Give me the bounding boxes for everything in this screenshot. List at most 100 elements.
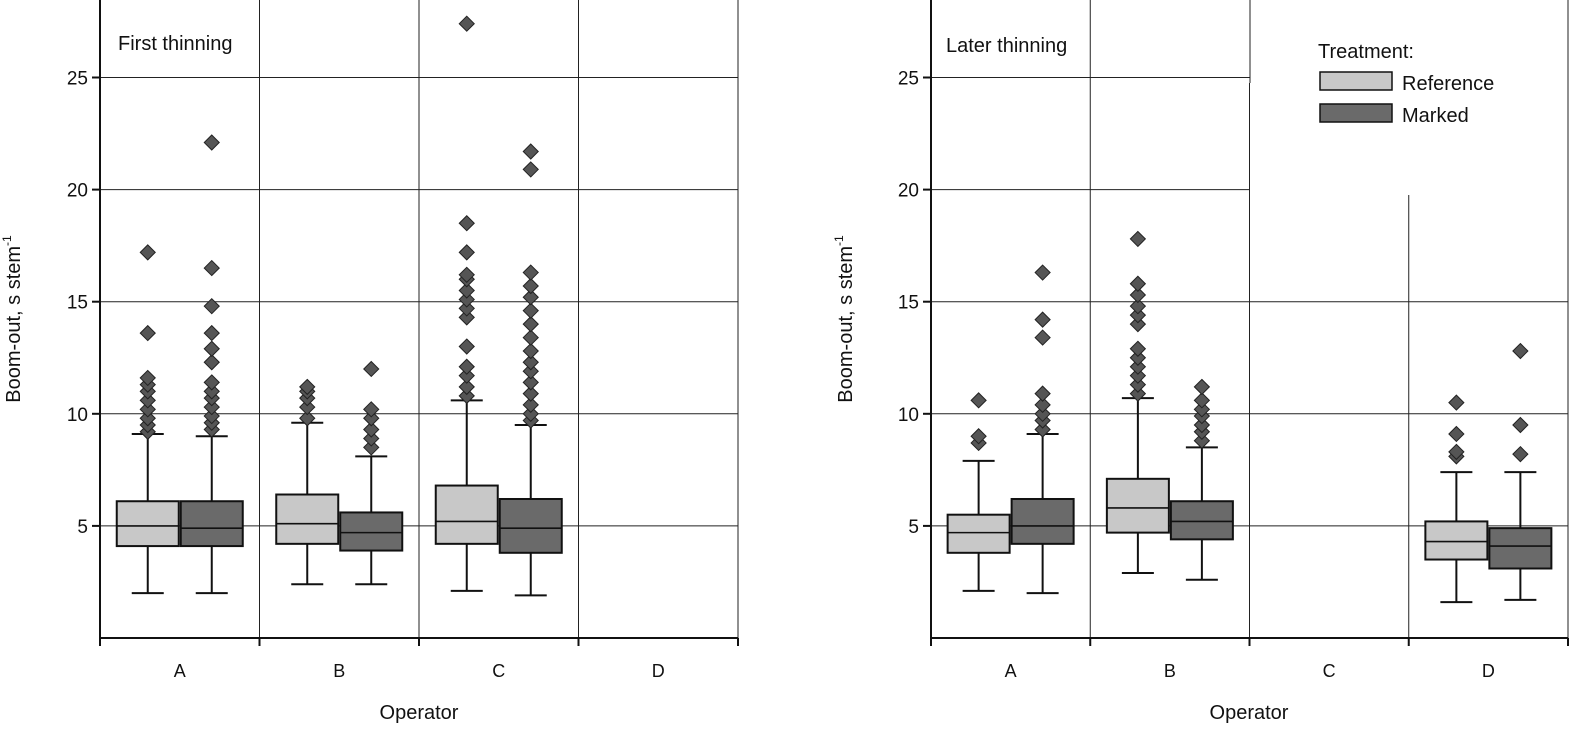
outlier-point (1193, 432, 1211, 449)
legend-label-marked: Marked (1402, 105, 1469, 127)
outlier-point (522, 405, 539, 423)
outlier-point (1129, 340, 1147, 357)
outlier-point (522, 374, 539, 391)
outlier-point (522, 143, 539, 160)
later-thinning-panel: 5 10 15 20 25 A B C D Operator Boom-out, s stem-1 L… (832, 0, 1569, 724)
outlier-point (1193, 416, 1211, 434)
outlier-point (458, 358, 475, 375)
y-tick-label: 25 (898, 69, 919, 90)
outlier-point (1193, 378, 1211, 396)
box-marked-A (179, 134, 244, 595)
outlier-point (522, 289, 539, 306)
x-tick-label: A (1005, 661, 1017, 681)
outlier-point (1034, 405, 1051, 423)
y-tick-label: 10 (898, 405, 919, 426)
panel-label: Later thinning (946, 35, 1067, 57)
box-iqr (115, 500, 180, 548)
outlier-point (458, 309, 475, 326)
outlier-point (363, 401, 380, 418)
box-reference-D (1424, 394, 1489, 604)
x-axis-title: Operator (380, 702, 459, 724)
y-axis-title-superscript: -1 (0, 235, 14, 246)
outlier-point (522, 385, 539, 402)
outlier-point (363, 360, 380, 378)
outlier-point (458, 244, 475, 261)
outlier-point (203, 297, 220, 315)
y-axis-title-main: Boom-out, s stem (835, 246, 857, 403)
x-tick-label: C (1323, 661, 1336, 681)
outlier-point (1193, 392, 1211, 409)
x-tick-label: C (492, 661, 505, 681)
box-iqr (946, 513, 1011, 554)
box-iqr (1105, 477, 1170, 534)
box-iqr (1488, 527, 1553, 570)
box-iqr (339, 511, 404, 552)
outlier-point (522, 315, 539, 333)
outlier-point (139, 401, 156, 418)
legend: Treatment: Reference Marked (1318, 41, 1494, 127)
outlier-point (139, 324, 156, 342)
outlier-point (1034, 385, 1051, 402)
panel-label: First thinning (118, 33, 233, 55)
box-reference-C (434, 15, 499, 592)
outlier-point (1448, 425, 1465, 443)
outlier-point (299, 398, 316, 416)
outlier-point (1129, 297, 1147, 315)
outlier-point (203, 374, 220, 391)
outlier-point (1129, 367, 1147, 384)
outlier-point (522, 362, 539, 380)
outlier-point (203, 398, 220, 416)
outlier-point (203, 354, 220, 371)
outlier-point (1512, 416, 1529, 434)
outlier-point (522, 342, 539, 360)
y-axis-title: Boom-out, s stem-1 (0, 235, 25, 403)
y-tick-label: 20 (67, 181, 88, 202)
outlier-point (1129, 306, 1147, 324)
legend-swatch-reference (1319, 71, 1393, 91)
outlier-point (1129, 376, 1147, 393)
y-tick-label: 15 (67, 293, 88, 314)
y-tick-label: 20 (898, 181, 919, 202)
outlier-point (363, 439, 380, 456)
outlier-point (1034, 329, 1051, 346)
y-axis-title-main: Boom-out, s stem (3, 246, 25, 403)
outlier-point (458, 378, 475, 396)
box-iqr (1169, 500, 1234, 541)
outlier-point (458, 367, 475, 384)
legend-swatch-marked (1319, 103, 1393, 123)
outlier-point (458, 282, 475, 299)
outlier-point (458, 15, 475, 32)
outlier-point (522, 329, 539, 346)
outlier-point (203, 383, 220, 400)
box-iqr (1010, 497, 1075, 545)
outlier-point (203, 407, 220, 425)
outlier-point (139, 392, 156, 409)
outlier-point (458, 387, 475, 405)
outlier-point (1193, 401, 1211, 418)
box-marked-A (1010, 264, 1075, 595)
outlier-point (458, 266, 475, 284)
legend-title: Treatment: (1318, 41, 1414, 63)
box-iqr (498, 497, 563, 554)
outlier-point (1129, 349, 1147, 366)
outlier-point (139, 244, 156, 261)
outlier-point (458, 215, 475, 232)
x-tick-label: D (1482, 661, 1495, 681)
x-axis-title: Operator (1210, 702, 1289, 724)
outlier-point (522, 161, 539, 178)
y-tick-label: 25 (67, 69, 88, 90)
y-axis-title-superscript: -1 (832, 235, 846, 246)
outlier-point (458, 338, 475, 355)
box-marked-B (339, 360, 404, 586)
outlier-point (203, 134, 220, 151)
box-reference-A (115, 244, 180, 595)
outlier-point (522, 396, 539, 414)
outlier-point (299, 410, 316, 427)
box-iqr (179, 500, 244, 548)
y-tick-label: 5 (908, 517, 919, 538)
outlier-point (299, 378, 316, 396)
box-iqr (434, 484, 499, 545)
outlier-point (1129, 275, 1147, 292)
outlier-point (363, 410, 380, 427)
